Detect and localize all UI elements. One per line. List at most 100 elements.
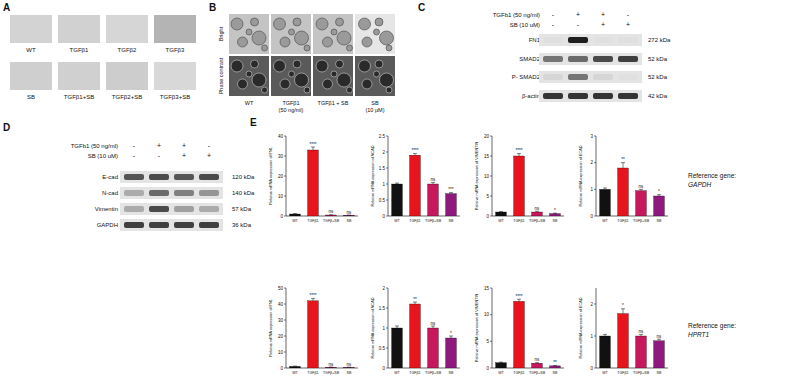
spheroid (289, 71, 295, 77)
label: SB (27, 94, 35, 100)
label: + (576, 11, 580, 18)
error-cap (395, 326, 399, 327)
spheroid (331, 71, 337, 77)
label: 3 (590, 134, 593, 139)
error-bar (293, 213, 297, 214)
error-bar (553, 213, 557, 214)
marks (392, 154, 457, 216)
tick (284, 216, 286, 217)
tick (284, 196, 286, 197)
label: TGFb1 (50 ng/ml) (493, 12, 540, 18)
membrane (539, 53, 642, 65)
tick (594, 189, 596, 190)
bar (514, 301, 525, 368)
label: 0 (382, 214, 385, 219)
label: 36 kDa (232, 222, 252, 228)
bar (532, 363, 543, 368)
label: TGFβ+SB (323, 219, 340, 223)
label: 0 (486, 214, 489, 219)
error-cap (603, 334, 607, 335)
band (593, 93, 613, 99)
label: TGFβ1 (513, 219, 524, 223)
sample-image (106, 62, 148, 90)
bar-chart: 051015Relative mRNA expression of VIMENT… (475, 286, 564, 376)
marks (600, 309, 665, 368)
spheroid (375, 18, 383, 26)
membrane (539, 34, 642, 46)
label: * (450, 331, 452, 336)
band (618, 56, 638, 62)
sample-image (10, 62, 52, 90)
label: 140 kDa (232, 190, 255, 196)
bar (308, 150, 319, 216)
error-cap (603, 188, 607, 189)
tick (594, 304, 596, 305)
error-bar (395, 183, 399, 185)
bar (290, 366, 301, 368)
band (199, 222, 219, 228)
error-bar (395, 326, 399, 328)
label: ** (413, 297, 417, 302)
label: 2 (382, 286, 385, 291)
spheroid (386, 45, 392, 51)
band (568, 37, 588, 43)
error-bar (639, 189, 643, 190)
error-bar (657, 195, 661, 196)
label: - (627, 11, 630, 18)
band (199, 190, 219, 196)
label: TGFβ2 (118, 47, 137, 53)
error-bar (293, 366, 297, 367)
band (199, 206, 219, 212)
tick (490, 368, 492, 369)
label: Relative mRNA expression of ECAD (579, 145, 583, 206)
marks (600, 163, 665, 216)
error-line (519, 299, 520, 301)
label: 0.5 (379, 346, 386, 351)
spheroid (289, 29, 295, 35)
error-line (451, 336, 452, 338)
label: TGFβ1 (307, 219, 318, 223)
label: E-cad (102, 174, 118, 180)
error-cap (311, 147, 315, 148)
error-line (397, 326, 398, 328)
error-cap (347, 367, 351, 368)
label: ns (535, 206, 541, 211)
bar (326, 367, 337, 368)
label: 30 (278, 154, 284, 159)
error-cap (293, 213, 297, 214)
error-bar (621, 309, 625, 314)
error-cap (517, 299, 521, 300)
error-line (313, 298, 314, 300)
label: ns (639, 184, 645, 189)
label: Relative mRNA expression of NCAD (371, 297, 375, 358)
bar (550, 366, 561, 368)
micrograph (271, 14, 311, 54)
label: Relative mRNA expression of FN1 (269, 299, 273, 357)
band (149, 190, 169, 196)
spheroid (231, 60, 243, 72)
error-bar (553, 365, 557, 366)
label: 0 (486, 366, 489, 371)
spheroid (295, 73, 309, 87)
error-bar (431, 182, 435, 184)
label: SB (657, 371, 662, 375)
label: TGFβ+SB (633, 219, 650, 223)
label: SB (449, 371, 454, 375)
bar (514, 156, 525, 216)
band (618, 37, 638, 43)
label: GAPDH (688, 181, 711, 188)
label: TGFβ+SB (529, 219, 546, 223)
tick (594, 136, 596, 137)
spheroid (293, 18, 301, 26)
tick (490, 216, 492, 217)
error-cap (395, 183, 399, 184)
error-bar (517, 154, 521, 156)
error-bar (311, 298, 315, 300)
error-cap (413, 153, 417, 154)
spheroid (231, 18, 243, 30)
label: TGFβ+SB (425, 371, 442, 375)
label: SB (371, 100, 379, 106)
band (593, 74, 613, 80)
label: 1 (382, 326, 385, 331)
bar (636, 336, 647, 368)
